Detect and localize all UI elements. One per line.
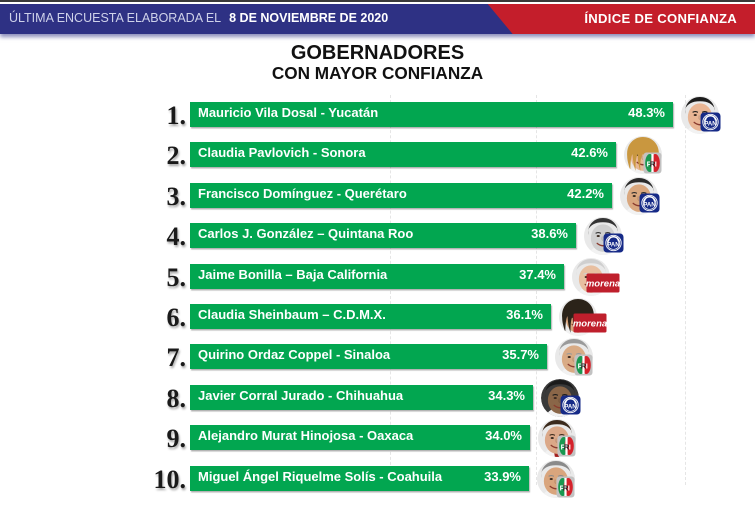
svg-text:PAN: PAN: [564, 404, 576, 410]
svg-text:I: I: [586, 362, 588, 371]
svg-text:morena: morena: [573, 319, 607, 330]
svg-text:PAN: PAN: [607, 243, 619, 249]
svg-text:morena: morena: [586, 278, 620, 289]
svg-text:I: I: [655, 160, 657, 169]
svg-text:I: I: [569, 442, 571, 451]
svg-text:PAN: PAN: [643, 202, 655, 208]
svg-text:I: I: [568, 483, 570, 492]
svg-text:PAN: PAN: [704, 122, 716, 128]
